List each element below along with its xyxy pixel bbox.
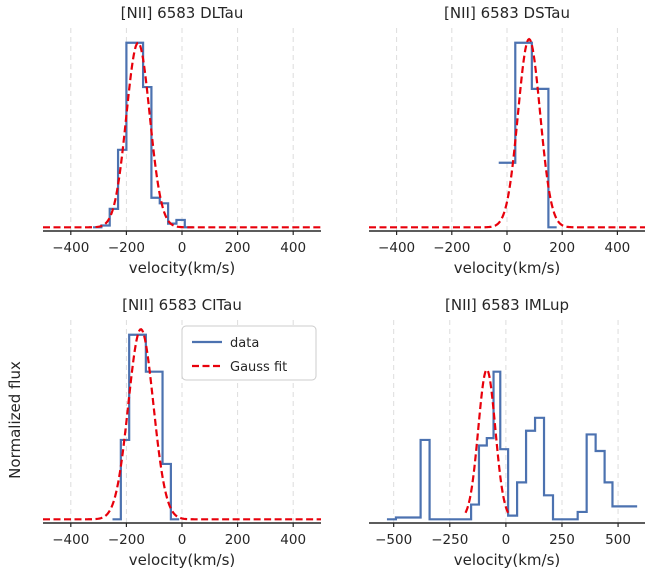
panel-1: [NII] 6583 DLTau −400 −200 0 200 400 velocity(… — [43, 4, 321, 277]
x-tick-label: 0 — [502, 532, 511, 548]
x-axis-label: velocity(km/s) — [454, 259, 561, 277]
x-tick-label: −200 — [433, 240, 470, 256]
x-tick-label: −200 — [108, 240, 145, 256]
x-tick-label: 500 — [605, 532, 631, 548]
panel-title: [NII] 6583 DLTau — [121, 4, 244, 22]
data-series-line — [112, 333, 180, 521]
x-axis-label: velocity(km/s) — [129, 551, 236, 569]
x-tick-label: −400 — [378, 240, 415, 256]
y-axis-label: Normalized flux — [6, 361, 24, 479]
gauss-fit-line — [369, 37, 645, 229]
data-series-line — [93, 41, 194, 229]
panel-title: [NII] 6583 DSTau — [444, 4, 570, 22]
x-tick-label: 200 — [225, 240, 251, 256]
x-tick-label: 0 — [178, 532, 187, 548]
x-tick-label: −500 — [375, 532, 412, 548]
legend: data Gauss fit — [181, 325, 317, 381]
x-tick-label: 400 — [280, 532, 306, 548]
panel-3: [NII] 6583 CITau −400 −200 0 200 400 velocity(… — [43, 296, 321, 569]
gauss-fit-line — [464, 368, 510, 514]
panel-2: [NII] 6583 DSTau −400 −200 0 200 400 velocity(… — [369, 4, 645, 277]
x-tick-label: −200 — [108, 532, 145, 548]
x-tick-label: −250 — [431, 532, 468, 548]
x-axis-label: velocity(km/s) — [129, 259, 236, 277]
panel-4: [NII] 6583 IMLup −500 −250 0 250 500 velocity(… — [369, 296, 645, 569]
x-tick-label: 400 — [280, 240, 306, 256]
x-tick-label: 200 — [549, 240, 575, 256]
x-tick-label: 250 — [549, 532, 575, 548]
data-series-line — [386, 370, 638, 521]
x-tick-label: 0 — [178, 240, 187, 256]
panel-title: [NII] 6583 CITau — [122, 296, 242, 314]
x-tick-label: 0 — [503, 240, 512, 256]
panel-title: [NII] 6583 IMLup — [445, 296, 569, 314]
gauss-fit-line — [43, 328, 321, 521]
x-tick-label: 200 — [225, 532, 251, 548]
x-tick-label: 400 — [605, 240, 631, 256]
gauss-fit-line — [43, 41, 321, 229]
legend-label-data: data — [230, 336, 259, 351]
x-tick-label: −400 — [52, 532, 89, 548]
legend-label-fit: Gauss fit — [230, 360, 287, 375]
x-tick-label: −400 — [52, 240, 89, 256]
x-axis-label: velocity(km/s) — [454, 551, 561, 569]
